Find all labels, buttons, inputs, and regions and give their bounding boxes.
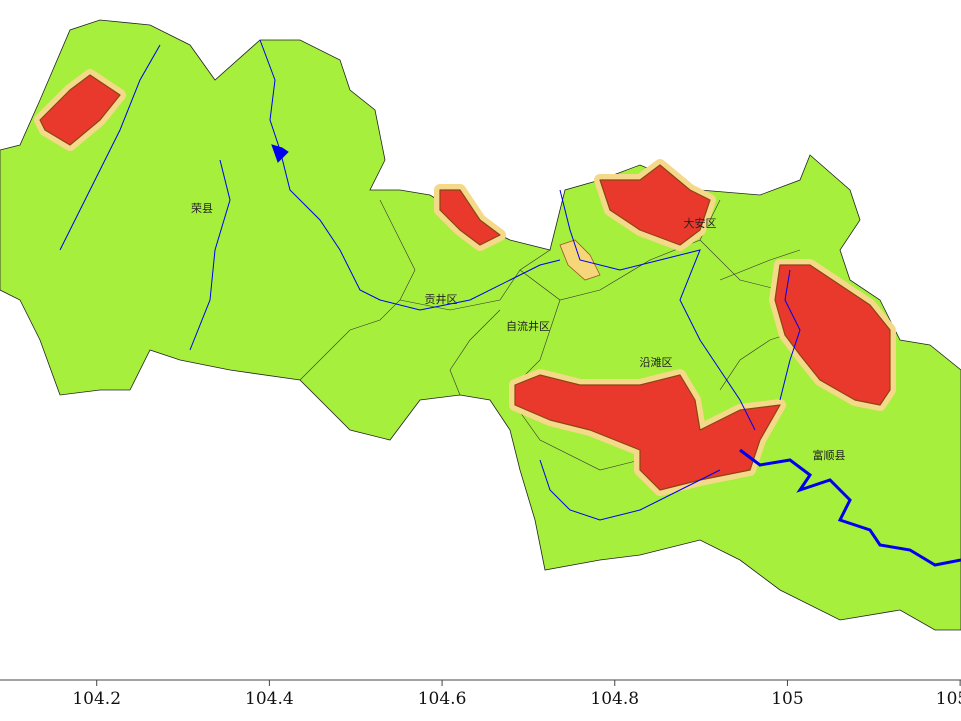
x-tick-label: 104.6	[418, 689, 467, 709]
risk-zone	[774, 264, 891, 406]
district-label: 沿滩区	[640, 355, 673, 369]
district-label: 大安区	[684, 216, 717, 230]
river	[189, 159, 231, 351]
x-tick-label: 104.4	[245, 689, 294, 709]
river	[559, 189, 756, 431]
river	[259, 39, 561, 311]
district-label: 荣县	[191, 202, 213, 215]
risk-zone	[599, 164, 711, 246]
x-tick-label: 104.8	[590, 689, 639, 709]
river	[59, 44, 161, 251]
zone-fill	[39, 74, 891, 491]
district-label: 贡井区	[425, 292, 458, 306]
rivers	[59, 39, 961, 567]
boundary	[449, 309, 501, 396]
x-tick-label: 104.2	[72, 689, 121, 709]
river	[779, 269, 801, 401]
river	[739, 448, 961, 567]
risk-zone	[514, 374, 781, 491]
boundary	[399, 249, 551, 311]
risk-zone	[439, 189, 501, 246]
boundary	[299, 199, 416, 381]
x-tick-label: 105	[771, 689, 803, 709]
district-label: 自流井区	[506, 319, 550, 333]
risk-zone	[39, 74, 121, 146]
reservoir	[271, 144, 289, 163]
x-tick-label: 105.2	[936, 689, 961, 709]
boundary	[514, 404, 641, 471]
x-axis: 104.2 104.4 104.6 104.8 105 105.2	[0, 679, 961, 709]
risk-zones	[34, 69, 896, 496]
river	[539, 459, 721, 521]
boundary	[719, 249, 801, 281]
boundaries	[299, 199, 801, 471]
district-label: 富顺县	[813, 448, 846, 462]
